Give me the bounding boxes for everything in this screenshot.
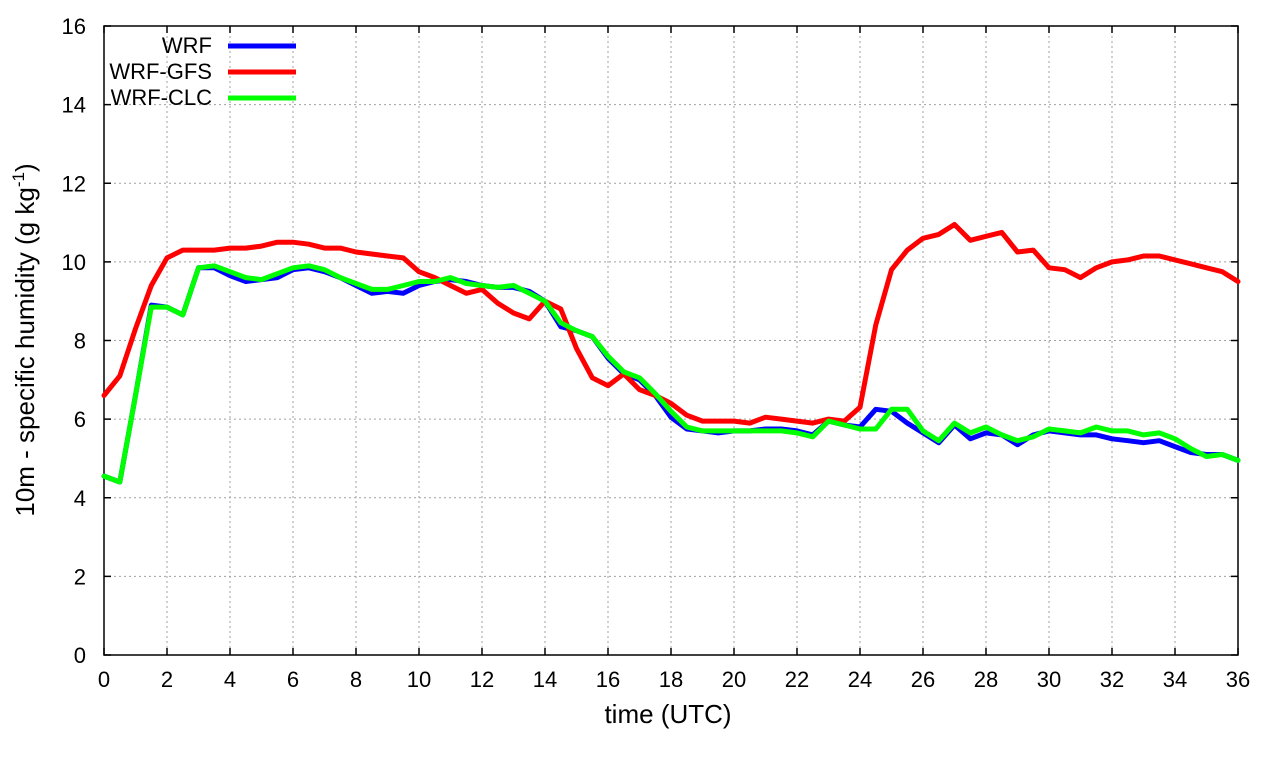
y-axis-label-end: ) <box>10 163 40 172</box>
x-tick-label: 28 <box>974 667 998 692</box>
x-tick-label: 14 <box>533 667 557 692</box>
legend-label-wrf-gfs: WRF-GFS <box>109 59 212 84</box>
y-tick-label: 6 <box>74 407 86 432</box>
series-line-wrf <box>101 265 1241 485</box>
y-tick-label: 2 <box>74 564 86 589</box>
x-tick-label: 6 <box>287 667 299 692</box>
x-tick-label: 32 <box>1100 667 1124 692</box>
legend-label-wrf: WRF <box>162 33 212 58</box>
x-tick-label: 8 <box>350 667 362 692</box>
x-tick-label: 16 <box>596 667 620 692</box>
y-tick-label: 8 <box>74 329 86 354</box>
y-tick-label: 0 <box>74 643 86 668</box>
x-tick-label: 22 <box>785 667 809 692</box>
x-tick-label: 24 <box>848 667 872 692</box>
x-tick-label: 34 <box>1163 667 1187 692</box>
x-tick-label: 20 <box>722 667 746 692</box>
axis-ticks: 0 2 4 6 8 10 12 14 16 18 20 22 24 26 28 30 32 34 360246810… <box>62 14 1251 692</box>
x-tick-label: 30 <box>1037 667 1061 692</box>
x-tick-label: 0 <box>98 667 110 692</box>
x-tick-label: 18 <box>659 667 683 692</box>
series-layer <box>101 222 1241 485</box>
x-tick-label: 36 <box>1226 667 1250 692</box>
y-tick-label: 16 <box>62 14 86 39</box>
y-tick-label: 4 <box>74 486 86 511</box>
grid-lines <box>104 26 1238 655</box>
x-tick-label: 12 <box>470 667 494 692</box>
series-line-wrf-gfs <box>101 222 1241 426</box>
y-tick-label: 14 <box>62 93 86 118</box>
x-tick-label: 4 <box>224 667 236 692</box>
x-tick-label: 2 <box>161 667 173 692</box>
series-line-wrf-clc <box>101 263 1241 485</box>
y-tick-label: 10 <box>62 250 86 275</box>
x-tick-label: 26 <box>911 667 935 692</box>
y-axis-label-base: 10m - specific humidity (g kg <box>10 187 40 516</box>
y-axis-label-superscript: -1 <box>9 172 28 187</box>
x-tick-label: 10 <box>407 667 431 692</box>
y-tick-label: 12 <box>62 171 86 196</box>
legend-label-wrf-clc: WRF-CLC <box>111 85 213 110</box>
y-axis-label: 10m - specific humidity (g kg-1) <box>9 163 40 516</box>
x-axis-label: time (UTC) <box>604 699 731 729</box>
